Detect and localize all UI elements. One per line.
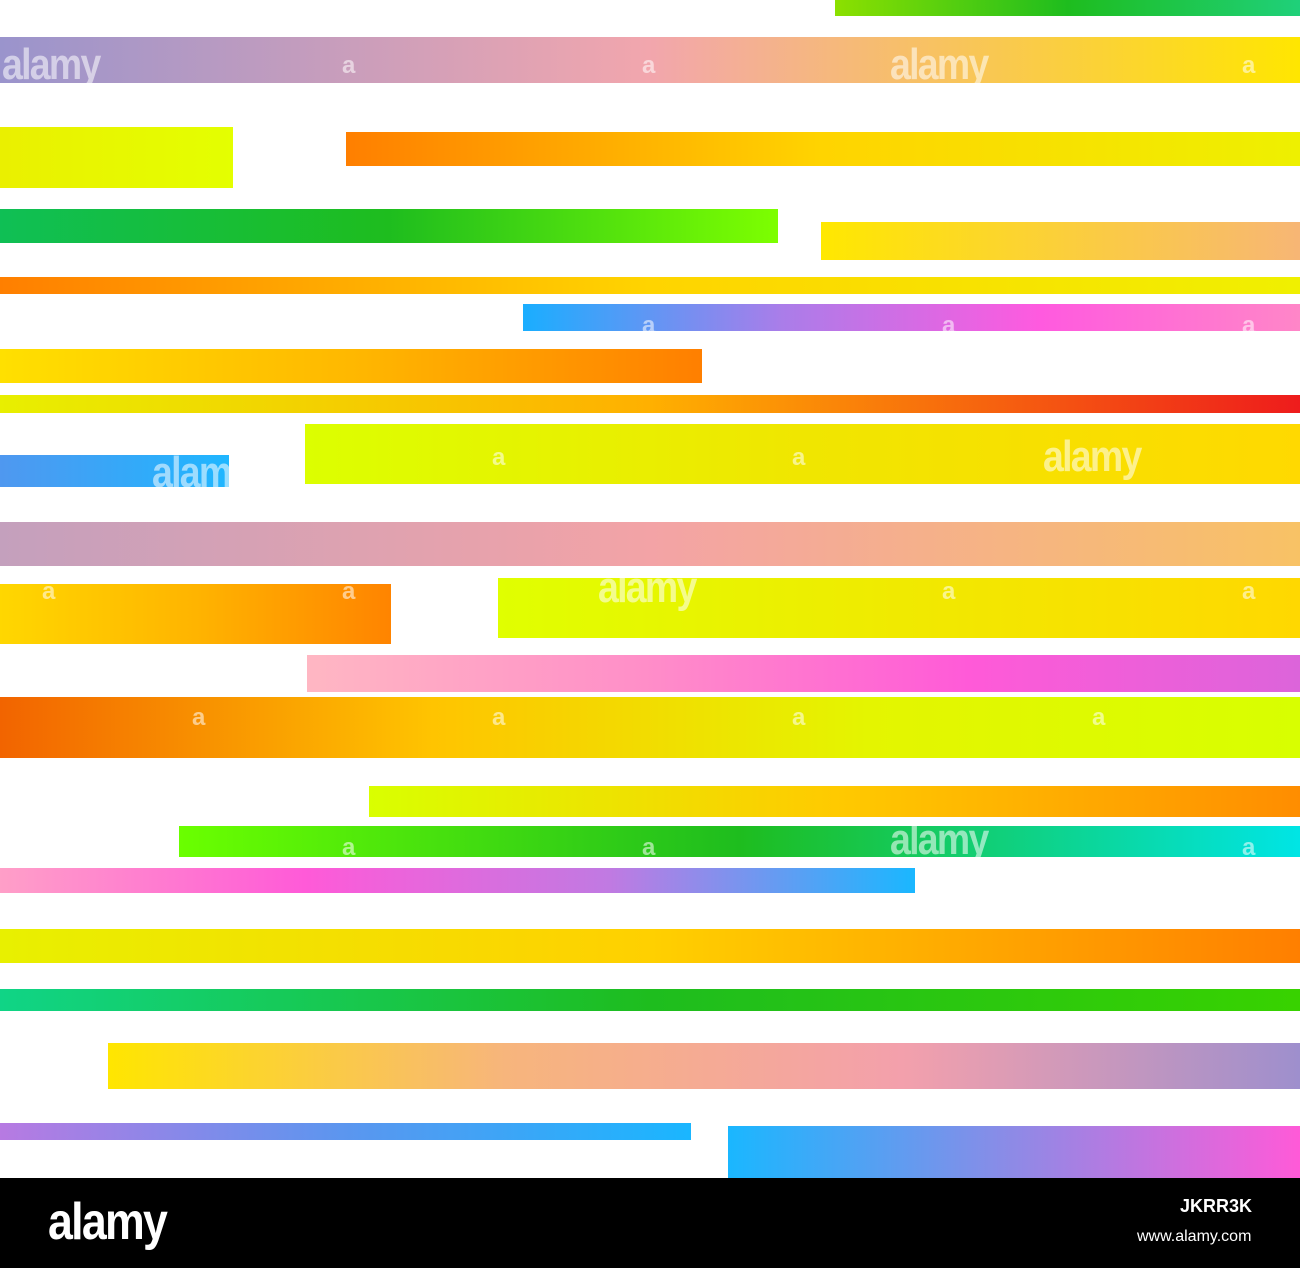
gradient-stripe: [0, 868, 915, 893]
gradient-stripe: [0, 989, 1300, 1011]
gradient-stripe: [0, 395, 1300, 413]
gradient-stripe: [0, 277, 1300, 294]
gradient-stripe: [0, 127, 233, 188]
gradient-stripe: [346, 132, 1300, 166]
gradient-stripe: [0, 349, 702, 383]
gradient-stripe: [728, 1126, 1300, 1178]
alamy-logo-text: alamy: [48, 1193, 168, 1251]
gradient-stripe: [0, 209, 778, 243]
gradient-stripe: [307, 655, 1300, 692]
gradient-stripe: [0, 455, 229, 487]
gradient-stripe: [0, 584, 391, 644]
image-id-label: JKRR3K: [1180, 1196, 1253, 1216]
gradient-stripe: [0, 929, 1300, 963]
gradient-stripe: [108, 1043, 1300, 1089]
stripe-artwork: alamy alamy alamy alamy alamy alamy a a a a a a a a a a…: [0, 0, 1300, 1178]
gradient-stripe: [0, 697, 1300, 758]
gradient-stripe: [523, 304, 1300, 331]
gradient-stripe: [0, 37, 1300, 83]
gradient-stripe: [369, 786, 1300, 817]
watermark-footer-bar: alamy JKRR3K www.alamy.com: [0, 1178, 1300, 1268]
site-url-label: www.alamy.com: [1137, 1228, 1252, 1245]
gradient-stripe: [821, 222, 1300, 260]
gradient-stripe: [305, 424, 1300, 484]
gradient-stripe: [835, 0, 1300, 16]
gradient-stripe: [179, 826, 1300, 857]
gradient-stripe: [0, 1123, 691, 1140]
gradient-stripe: [0, 522, 1300, 566]
gradient-stripe: [498, 578, 1300, 638]
